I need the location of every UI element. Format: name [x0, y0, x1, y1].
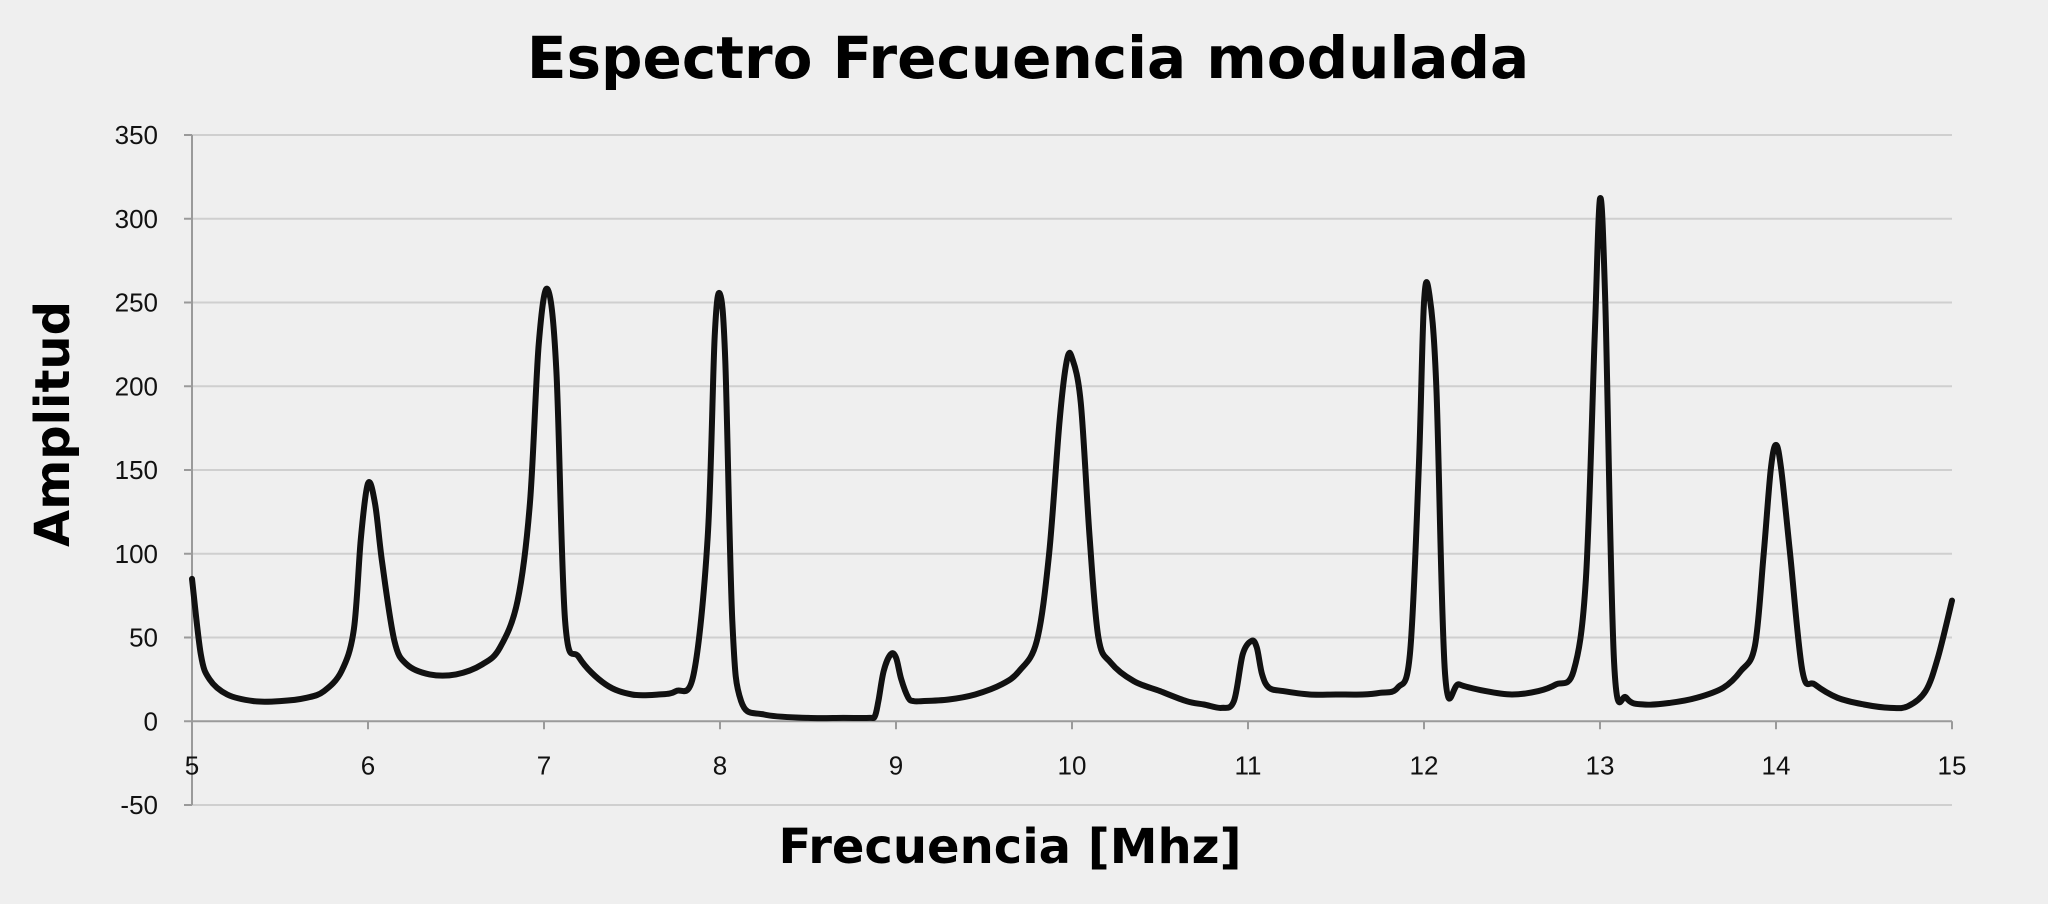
y-tick-label: -50	[120, 790, 158, 820]
x-axis-label: Frecuencia [Mhz]	[778, 819, 1241, 875]
x-tick-label: 10	[1058, 750, 1087, 780]
y-axis-label: Amplitud	[25, 301, 81, 547]
y-tick-label: 0	[144, 706, 158, 736]
x-tick-label: 12	[1410, 750, 1439, 780]
axes	[184, 134, 1953, 806]
x-tick-label: 5	[185, 750, 199, 780]
x-tick-label: 13	[1586, 750, 1615, 780]
x-tick-label: 14	[1762, 750, 1791, 780]
x-tick-label: 6	[361, 750, 375, 780]
y-tick-label: 250	[115, 288, 158, 318]
gridlines	[192, 134, 1952, 806]
y-tick-label: 200	[115, 371, 158, 401]
x-tick-label: 7	[537, 750, 551, 780]
y-tick-label: 150	[115, 455, 158, 485]
x-tick-label: 15	[1938, 750, 1967, 780]
y-tick-labels: -50 0 50 100 150 200 250 300 350	[115, 120, 158, 820]
chart-title: Espectro Frecuencia modulada	[527, 24, 1529, 92]
series-layer	[189, 195, 1955, 722]
y-tick-label: 100	[115, 539, 158, 569]
x-tick-label: 9	[889, 750, 903, 780]
x-tick-label: 8	[713, 750, 727, 780]
y-tick-label: 350	[115, 120, 158, 150]
y-tick-label: 50	[129, 623, 158, 653]
series-line-0	[189, 195, 1955, 722]
x-tick-label: 11	[1235, 750, 1262, 780]
x-tick-labels: 5 6 7 8 9 10 11 12 13 14 15	[185, 750, 1967, 780]
y-tick-label: 300	[115, 204, 158, 234]
